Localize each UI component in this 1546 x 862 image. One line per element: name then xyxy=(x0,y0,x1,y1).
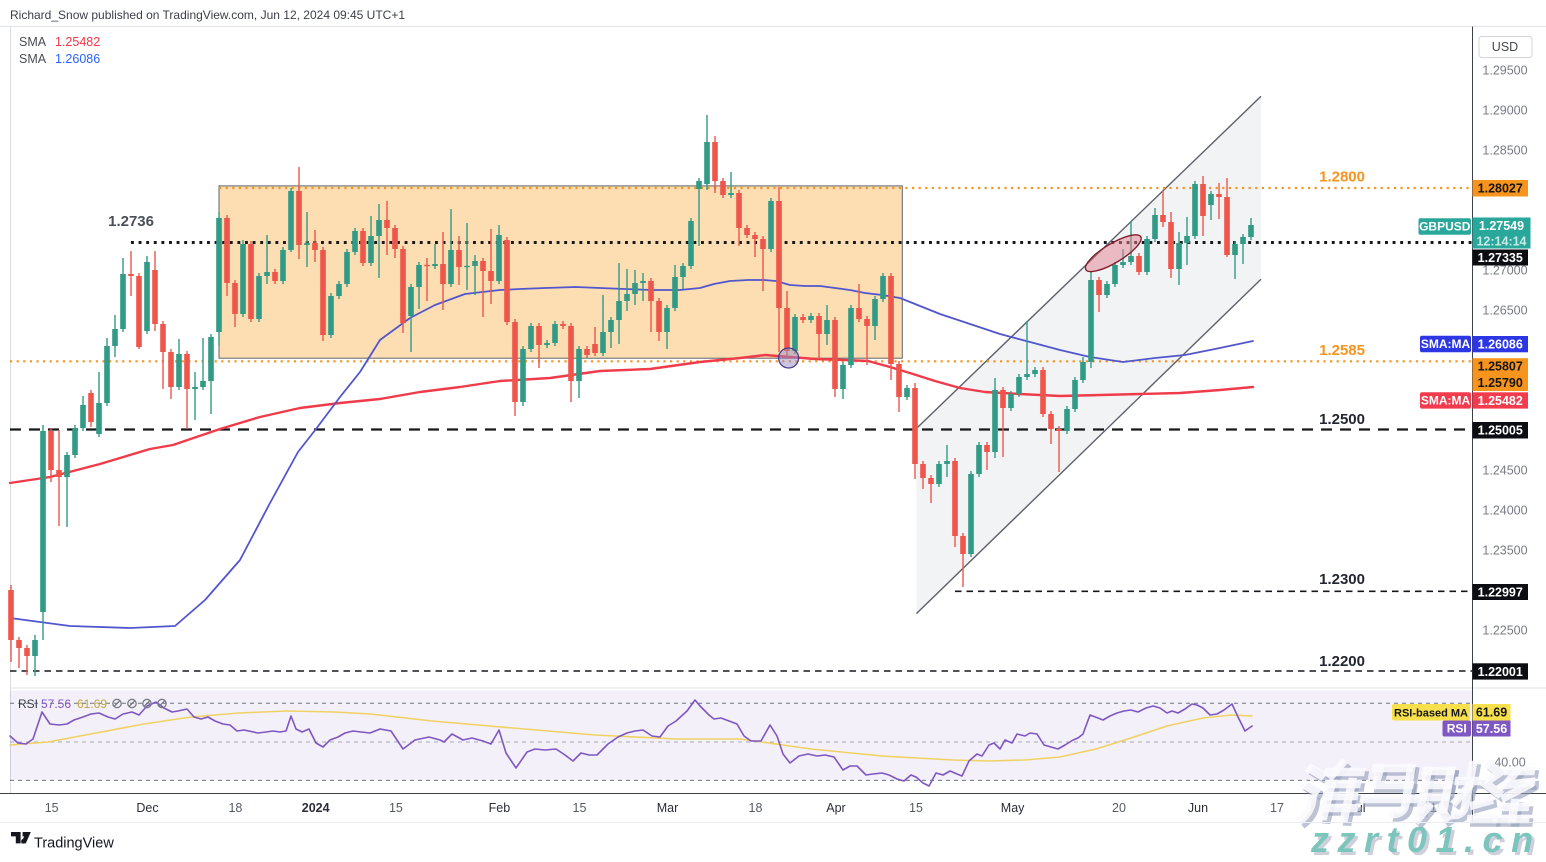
svg-text:1.28027: 1.28027 xyxy=(1478,182,1523,196)
svg-text:1.24500: 1.24500 xyxy=(1482,463,1527,477)
svg-text:15: 15 xyxy=(909,801,923,815)
svg-text:1.22997: 1.22997 xyxy=(1478,585,1523,599)
svg-text:Dec: Dec xyxy=(136,801,158,815)
svg-text:zzrt01.cn: zzrt01.cn xyxy=(1313,822,1545,857)
svg-text:15: 15 xyxy=(573,801,587,815)
svg-text:61.69: 61.69 xyxy=(77,697,107,711)
svg-text:TradingView: TradingView xyxy=(34,836,114,852)
svg-text:1.2585: 1.2585 xyxy=(1319,342,1365,359)
svg-text:12:14:14: 12:14:14 xyxy=(1476,235,1526,249)
svg-text:1.25790: 1.25790 xyxy=(1478,376,1523,390)
svg-text:RSI: RSI xyxy=(1447,722,1467,736)
svg-text:1.26086: 1.26086 xyxy=(55,52,100,66)
svg-text:RSI-based MA: RSI-based MA xyxy=(1394,707,1468,719)
svg-text:1.28500: 1.28500 xyxy=(1482,143,1527,157)
svg-text:57.56: 57.56 xyxy=(1476,722,1507,736)
svg-text:Richard_Snow published on Trad: Richard_Snow published on TradingView.co… xyxy=(10,8,405,22)
svg-text:1.2800: 1.2800 xyxy=(1319,169,1365,186)
svg-text:1.25005: 1.25005 xyxy=(1478,424,1523,438)
svg-text:Mar: Mar xyxy=(657,801,679,815)
svg-text:18: 18 xyxy=(749,801,763,815)
svg-text:1.22001: 1.22001 xyxy=(1478,665,1523,679)
svg-text:Jun: Jun xyxy=(1188,801,1208,815)
svg-text:1.27549: 1.27549 xyxy=(1479,219,1524,233)
svg-text:SMA:MA: SMA:MA xyxy=(1421,337,1471,351)
svg-text:1.27335: 1.27335 xyxy=(1478,251,1523,265)
svg-text:1.2736: 1.2736 xyxy=(108,213,154,230)
svg-text:USD: USD xyxy=(1492,40,1518,54)
svg-text:SMA:MA: SMA:MA xyxy=(1421,394,1471,408)
svg-text:1.26500: 1.26500 xyxy=(1482,303,1527,317)
svg-text:1.2500: 1.2500 xyxy=(1319,411,1365,428)
svg-text:zzrt01.cn: zzrt01.cn xyxy=(1310,819,1542,857)
svg-text:May: May xyxy=(1001,801,1025,815)
svg-text:1.29000: 1.29000 xyxy=(1482,103,1527,117)
svg-text:2024: 2024 xyxy=(302,801,330,815)
svg-text:1.26086: 1.26086 xyxy=(1478,337,1523,351)
svg-text:RSI: RSI xyxy=(18,697,38,711)
svg-text:1.27000: 1.27000 xyxy=(1482,263,1527,277)
svg-text:15: 15 xyxy=(389,801,403,815)
svg-text:1.25482: 1.25482 xyxy=(55,35,100,49)
svg-text:1.2300: 1.2300 xyxy=(1319,571,1365,588)
svg-text:61.69: 61.69 xyxy=(1476,706,1507,720)
svg-text:1.23500: 1.23500 xyxy=(1482,543,1527,557)
svg-text:1.25482: 1.25482 xyxy=(1478,394,1523,408)
svg-text:GBPUSD: GBPUSD xyxy=(1419,220,1471,234)
svg-text:20: 20 xyxy=(1112,801,1126,815)
svg-text:17: 17 xyxy=(1270,801,1284,815)
svg-text:SMA: SMA xyxy=(19,52,47,66)
svg-text:SMA: SMA xyxy=(19,35,47,49)
svg-text:40.00: 40.00 xyxy=(1494,756,1525,770)
svg-text:1.29500: 1.29500 xyxy=(1482,63,1527,77)
svg-text:57.56: 57.56 xyxy=(41,697,71,711)
svg-text:Apr: Apr xyxy=(826,801,845,815)
svg-text:1.2200: 1.2200 xyxy=(1319,653,1365,670)
svg-text:18: 18 xyxy=(228,801,242,815)
svg-text:Feb: Feb xyxy=(489,801,511,815)
svg-text:15: 15 xyxy=(45,801,59,815)
svg-text:1.22500: 1.22500 xyxy=(1482,623,1527,637)
svg-text:1.25807: 1.25807 xyxy=(1478,360,1523,374)
svg-text:1.24000: 1.24000 xyxy=(1482,503,1527,517)
